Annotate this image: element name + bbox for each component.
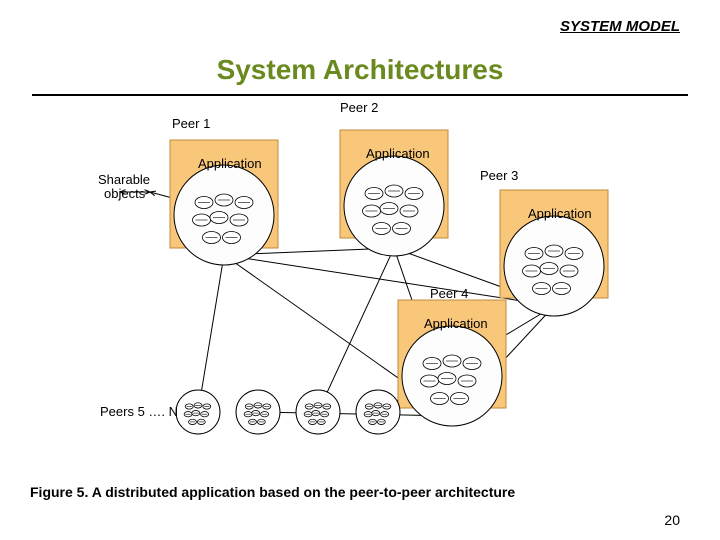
- svg-text:Peer 4: Peer 4: [430, 286, 468, 301]
- svg-text:Peers 5 …. N: Peers 5 …. N: [100, 404, 178, 419]
- svg-text:Peer 1: Peer 1: [172, 116, 210, 131]
- title-underline: [32, 94, 688, 96]
- svg-text:objects: objects: [104, 186, 146, 201]
- svg-text:Peer 3: Peer 3: [480, 168, 518, 183]
- svg-text:Application: Application: [424, 316, 488, 331]
- svg-text:Peer 2: Peer 2: [340, 100, 378, 115]
- svg-text:Sharable: Sharable: [98, 172, 150, 187]
- figure-caption: Figure 5. A distributed application base…: [30, 484, 515, 500]
- svg-text:Application: Application: [528, 206, 592, 221]
- page-number: 20: [664, 512, 680, 528]
- header-label: SYSTEM MODEL: [560, 18, 680, 35]
- architecture-diagram: Peer 1 Application Peer 2 Application Peer 3…: [0, 100, 720, 470]
- svg-text:Application: Application: [198, 156, 262, 171]
- page-title: System Architectures: [217, 54, 504, 86]
- svg-text:Application: Application: [366, 146, 430, 161]
